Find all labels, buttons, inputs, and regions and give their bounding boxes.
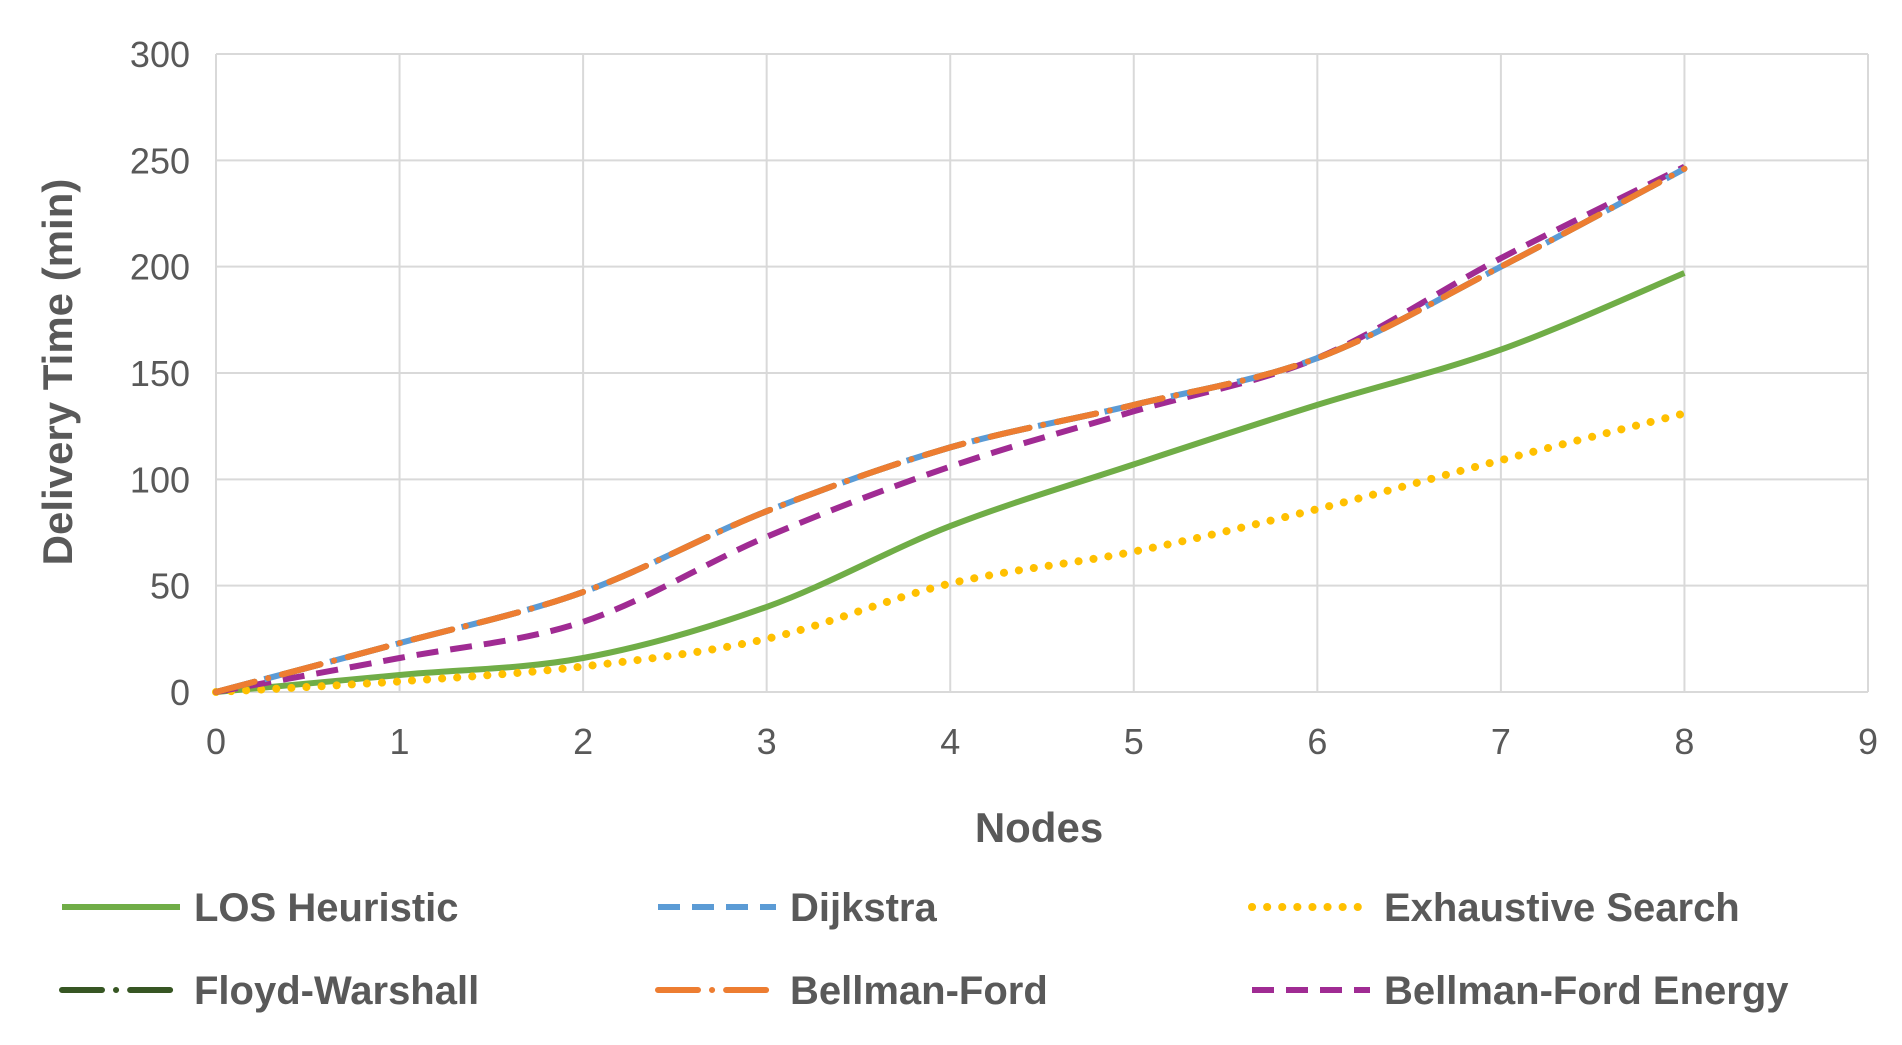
x-tick-label-6: 6 (1307, 721, 1327, 762)
x-tick-label-7: 7 (1491, 721, 1511, 762)
series-line-los-heuristic (215, 270, 1686, 695)
x-tick-label-3: 3 (757, 721, 777, 762)
y-tick-label-0: 0 (170, 672, 190, 713)
y-tick-label-2: 100 (130, 459, 190, 500)
x-axis-title: Nodes (975, 804, 1103, 851)
legend-label-bellman-ford-energy: Bellman-Ford Energy (1384, 969, 1789, 1013)
series-line-bellman-ford-energy (215, 164, 1686, 695)
y-tick-label-4: 200 (130, 247, 190, 288)
series-lines (212, 164, 1689, 696)
legend-label-los-heuristic: LOS Heuristic (194, 886, 459, 930)
series-line-bellman-ford (213, 165, 1688, 695)
x-tick-label-2: 2 (573, 721, 593, 762)
series-line-exhaustive-search (212, 409, 1689, 696)
legend-label-exhaustive-search: Exhaustive Search (1384, 886, 1740, 930)
x-tick-label-9: 9 (1858, 721, 1878, 762)
y-axis-title: Delivery Time (min) (34, 179, 81, 566)
x-tick-label-4: 4 (940, 721, 960, 762)
legend-label-dijkstra: Dijkstra (790, 886, 937, 930)
x-tick-label-5: 5 (1124, 721, 1144, 762)
legend-label-floyd-warshall: Floyd-Warshall (194, 969, 479, 1013)
x-tick-label-0: 0 (206, 721, 226, 762)
x-tick-label-8: 8 (1674, 721, 1694, 762)
y-axis-ticks: 0 50 100 150 200 250 300 (130, 34, 190, 713)
y-tick-label-6: 300 (130, 34, 190, 75)
legend-label-bellman-ford: Bellman-Ford (790, 969, 1048, 1013)
legend: LOS Heuristic Dijkstra Exhaustive Search Fl… (59, 886, 1789, 1013)
y-tick-label-1: 50 (150, 566, 190, 607)
y-tick-label-5: 250 (130, 140, 190, 181)
x-axis-ticks: 0 1 2 3 4 5 6 7 8 9 (206, 721, 1878, 762)
grid-lines (215, 53, 1869, 693)
y-tick-label-3: 150 (130, 353, 190, 394)
x-tick-label-1: 1 (390, 721, 410, 762)
